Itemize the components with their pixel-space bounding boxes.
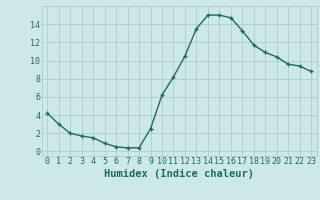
X-axis label: Humidex (Indice chaleur): Humidex (Indice chaleur): [104, 169, 254, 179]
